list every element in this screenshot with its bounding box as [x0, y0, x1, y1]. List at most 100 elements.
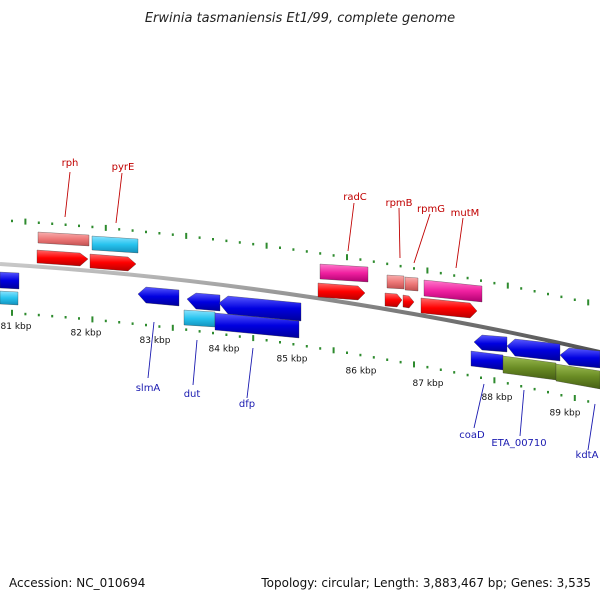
minor-tick — [265, 339, 268, 342]
minor-tick — [359, 353, 362, 357]
minor-tick — [158, 232, 161, 235]
minor-tick — [158, 325, 161, 328]
feature-slmA-cds[interactable] — [137, 286, 180, 307]
label-pyrE[interactable]: pyrE — [112, 162, 135, 173]
major-tick — [185, 232, 188, 239]
minor-tick — [453, 274, 456, 277]
major-tick — [91, 316, 94, 323]
feature-rph-cds[interactable] — [36, 249, 89, 267]
major-tick — [493, 377, 496, 384]
minor-tick — [225, 239, 228, 243]
minor-tick — [439, 368, 442, 371]
leader-kdtA — [587, 403, 596, 451]
kbp-label: 87 kbp — [413, 379, 444, 389]
minor-tick — [533, 387, 536, 391]
feature-left-edge-cds[interactable] — [0, 271, 20, 290]
feature-coaD-gene[interactable] — [470, 350, 504, 371]
kbp-label: 84 kbp — [209, 345, 240, 355]
feature-dut-gene[interactable] — [183, 309, 216, 328]
feature-left-edge-gene[interactable] — [0, 290, 19, 306]
accession-text: Accession: NC_010694 — [9, 576, 145, 590]
major-tick — [573, 395, 576, 401]
minor-tick — [145, 230, 147, 234]
minor-tick — [547, 292, 549, 296]
label-dfp[interactable]: dfp — [239, 399, 255, 410]
minor-tick — [560, 295, 563, 299]
major-tick — [426, 267, 429, 274]
minor-tick — [225, 333, 228, 336]
minor-tick — [426, 365, 429, 369]
feature-kdtA-gene[interactable] — [555, 363, 600, 390]
major-tick — [104, 224, 107, 231]
feature-kdtA-upper-cds[interactable] — [559, 347, 600, 369]
minor-tick — [279, 341, 281, 344]
feature-dut-upper-cds[interactable] — [186, 292, 221, 312]
label-dut[interactable]: dut — [184, 389, 201, 400]
feature-coaD-upper-cds[interactable] — [473, 334, 508, 353]
label-mutM[interactable]: mutM — [451, 208, 480, 219]
feature-rpmG-gene[interactable] — [404, 276, 419, 292]
minor-tick — [145, 323, 147, 327]
minor-tick — [520, 287, 523, 290]
minor-tick — [480, 376, 482, 379]
label-ETA_00710[interactable]: ETA_00710 — [491, 438, 546, 449]
minor-tick — [212, 331, 214, 335]
minor-tick — [386, 358, 389, 361]
minor-tick — [453, 371, 456, 374]
major-tick — [24, 218, 27, 225]
major-tick — [506, 282, 509, 289]
minor-tick — [185, 328, 188, 331]
feature-radC-gene[interactable] — [319, 263, 369, 283]
feature-rpmG-cds[interactable] — [402, 294, 415, 309]
minor-tick — [533, 290, 536, 293]
feature-mutM-cds[interactable] — [420, 297, 478, 319]
kbp-label-track: 81 kbp 82 kbp 83 kbp 84 kbp 85 kbp 86 kbp 87 k… — [1, 322, 581, 418]
minor-tick — [11, 219, 13, 223]
feature-pyrE-gene[interactable] — [91, 235, 139, 254]
minor-tick — [560, 394, 563, 397]
label-rph[interactable]: rph — [62, 158, 79, 169]
major-tick — [413, 361, 415, 368]
kbp-label: 88 kbp — [482, 393, 513, 403]
minor-tick — [51, 222, 54, 225]
feature-rpmB-gene[interactable] — [386, 274, 405, 290]
feature-radC-cds[interactable] — [317, 282, 366, 301]
minor-tick — [386, 262, 389, 266]
major-tick — [346, 254, 348, 261]
leader-rpmB — [398, 207, 401, 259]
feature-ETA_00710-upper-cds[interactable] — [506, 338, 561, 362]
minor-tick — [332, 254, 335, 257]
minor-tick — [439, 271, 442, 275]
kbp-label: 89 kbp — [550, 409, 581, 419]
label-radC[interactable]: radC — [343, 192, 367, 203]
feature-pyrE-cds[interactable] — [89, 253, 137, 272]
minor-tick — [466, 276, 469, 280]
minor-tick — [118, 228, 121, 231]
minor-tick — [198, 236, 201, 239]
leader-pyrE — [115, 172, 123, 224]
minor-tick — [252, 242, 255, 246]
label-rpmG[interactable]: rpmG — [417, 204, 445, 215]
minor-tick — [51, 314, 54, 318]
feature-rpmB-cds[interactable] — [384, 292, 403, 308]
minor-tick — [118, 321, 121, 324]
label-rpmB[interactable]: rpmB — [385, 198, 412, 209]
minor-tick — [372, 260, 375, 263]
minor-tick — [37, 221, 40, 224]
feature-dfp-gene[interactable] — [214, 312, 300, 339]
feature-dfp-upper-cds[interactable] — [218, 295, 302, 322]
minor-tick — [198, 330, 201, 333]
label-slmA[interactable]: slmA — [136, 383, 161, 394]
minor-tick — [493, 281, 496, 285]
feature-rph-gene[interactable] — [37, 231, 90, 247]
minor-tick — [466, 373, 469, 377]
kbp-label: 82 kbp — [71, 328, 102, 338]
label-coaD[interactable]: coaD — [459, 430, 485, 441]
minor-tick — [64, 223, 67, 226]
minor-tick — [238, 241, 241, 244]
label-kdtA[interactable]: kdtA — [576, 450, 599, 461]
feature-mutM-gene[interactable] — [423, 279, 483, 303]
minor-tick — [305, 345, 308, 348]
minor-tick — [212, 238, 214, 241]
